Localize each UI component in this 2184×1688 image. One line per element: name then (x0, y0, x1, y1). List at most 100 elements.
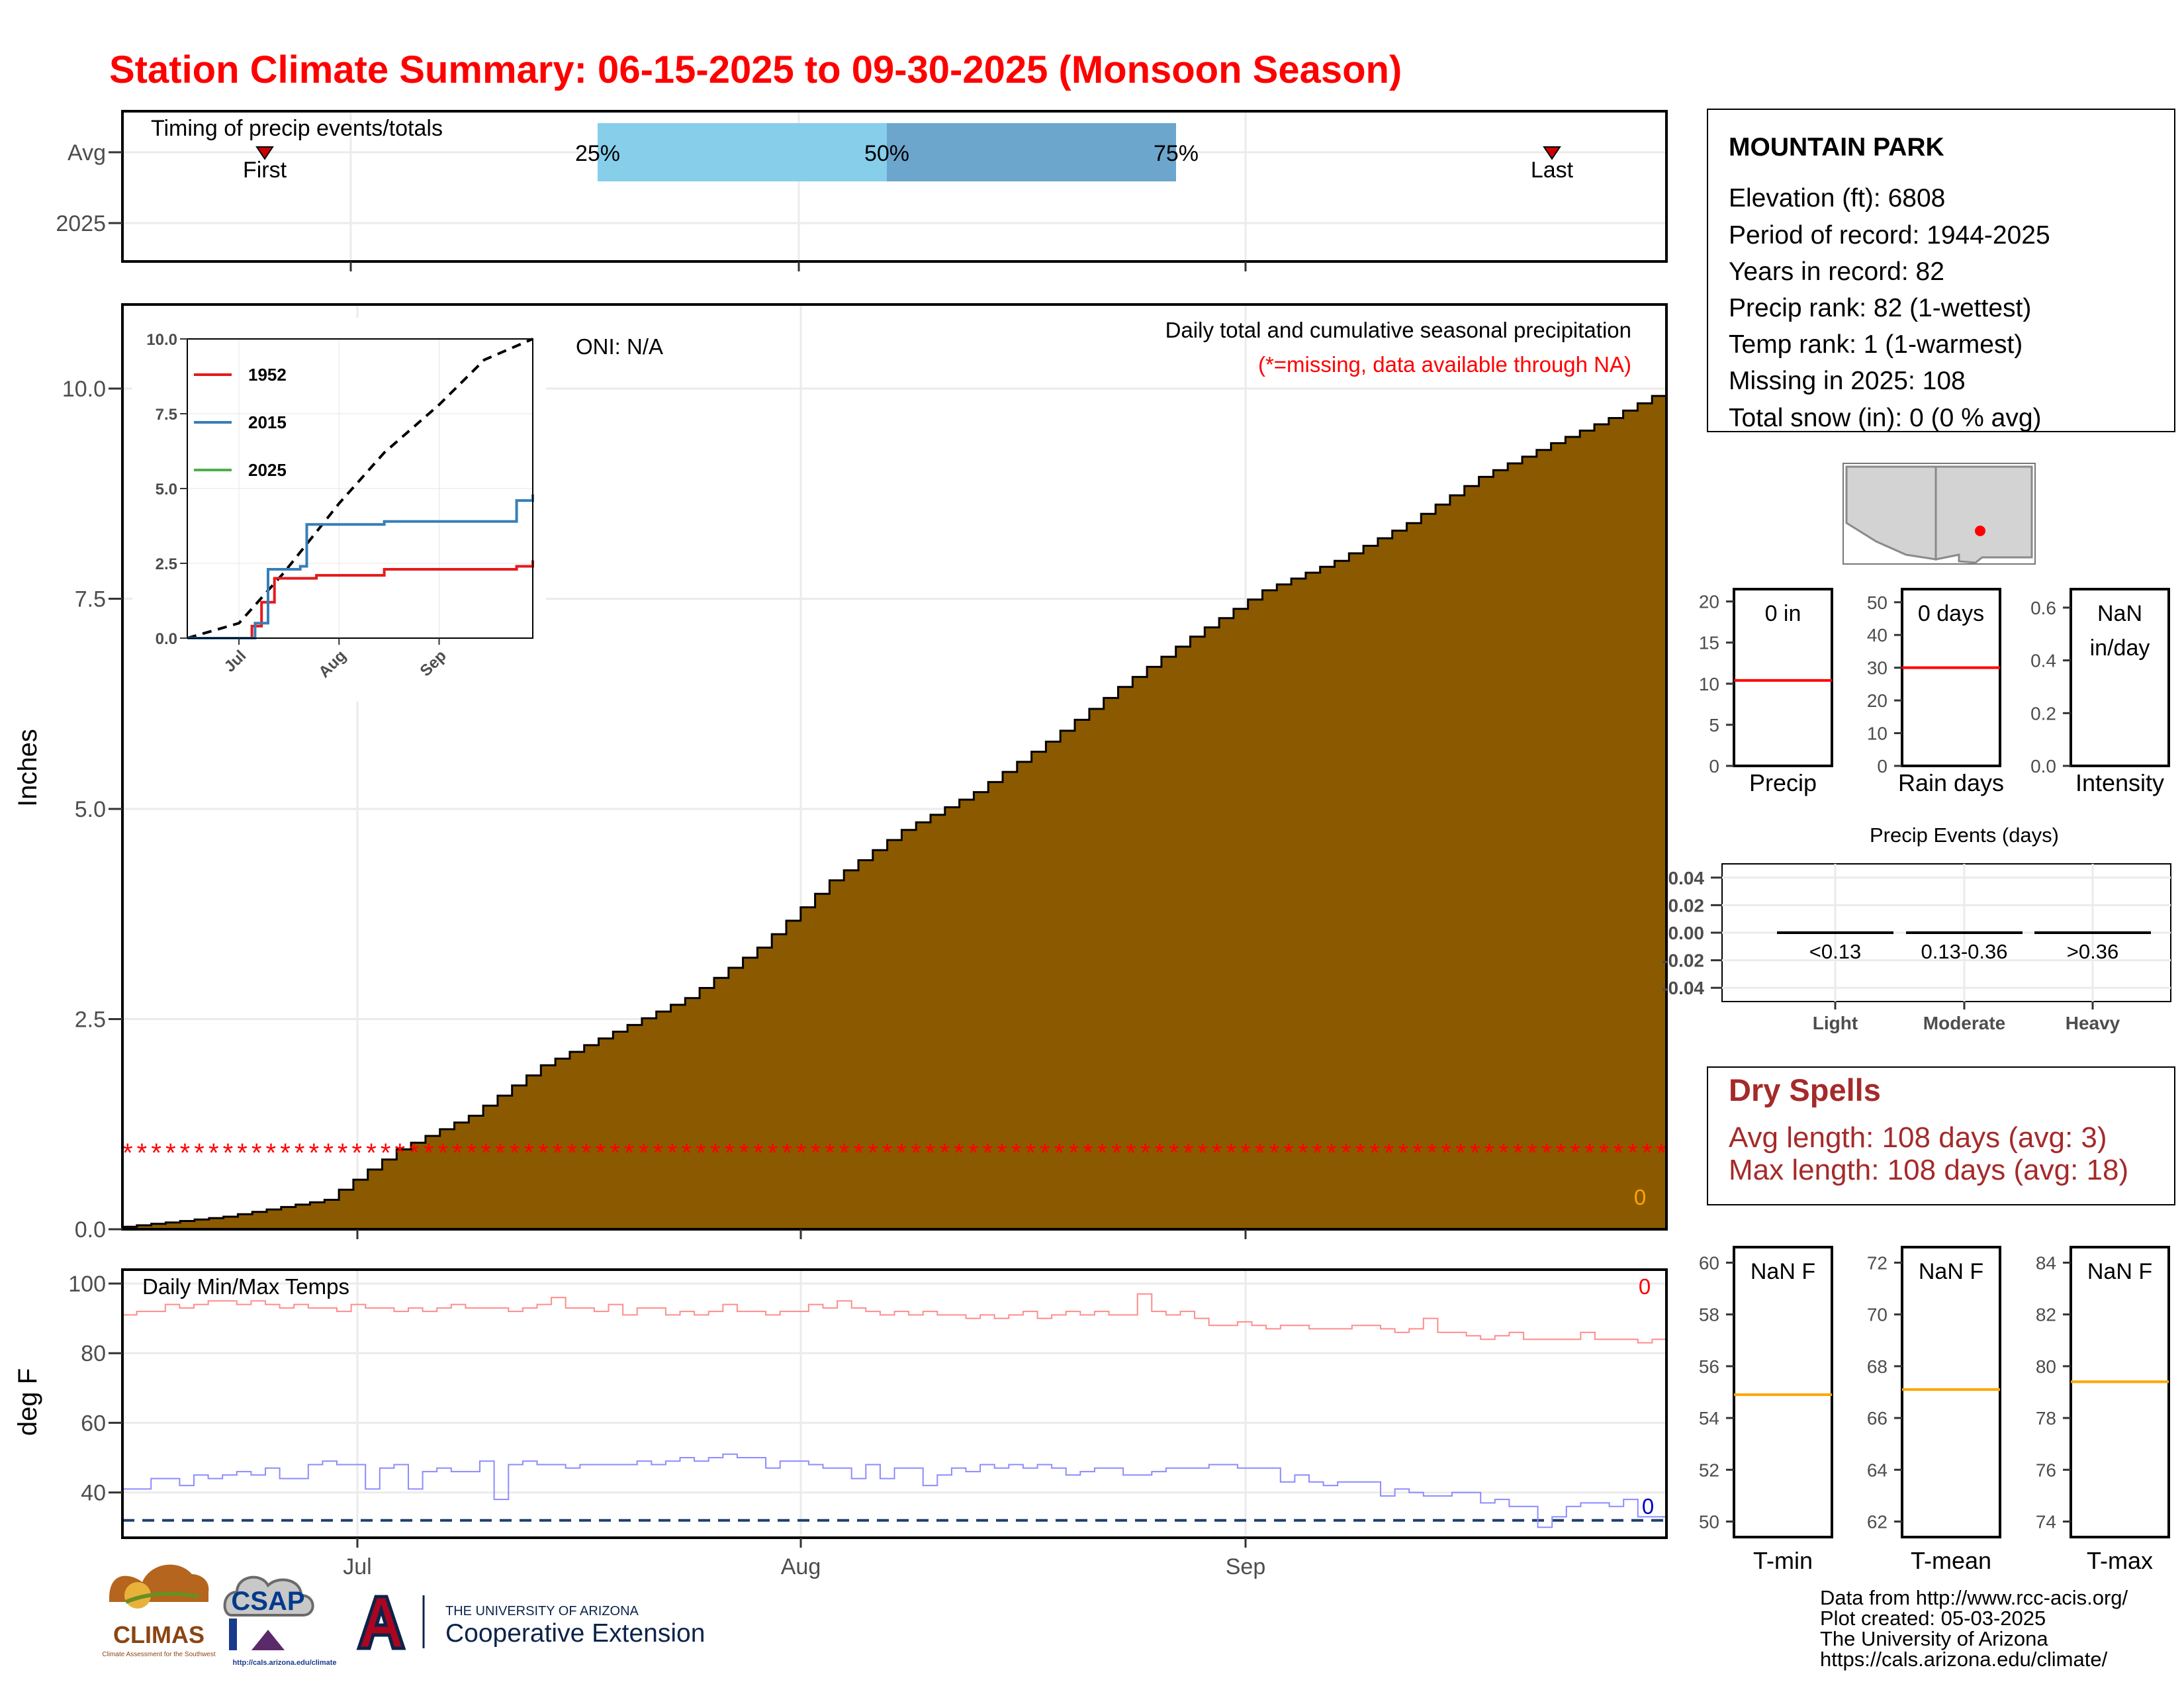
precip-y-tick-1: 2.5 (75, 1008, 106, 1033)
precip-summary-tick-2-1: 0.2 (2030, 703, 2056, 724)
inset-2015-line (187, 494, 534, 639)
temp-y-tick-3: 100 (68, 1272, 106, 1297)
csap-logo: CSAP http://cals.arizona.edu/climate (223, 1575, 337, 1667)
dry-spells-max: Max length: 108 days (avg: 18) (1729, 1154, 2128, 1186)
inset-legend: 1952 2015 2025 (194, 365, 287, 480)
ua-line2: Cooperative Extension (445, 1619, 705, 1648)
precip-summary-tick-0-3: 15 (1699, 633, 1719, 653)
credit-line-3: The University of Arizona (1820, 1627, 2048, 1650)
cumulative-precip-area (121, 389, 1668, 1231)
temp-y-label: deg F (13, 1368, 42, 1436)
last-marker (1543, 146, 1561, 160)
precip-summary-tick-0-1: 5 (1709, 715, 1719, 735)
university-arizona-logo: THE UNIVERSITY OF ARIZONA Cooperative Ex… (356, 1595, 705, 1650)
events-range-2: >0.36 (2067, 940, 2118, 963)
precip-y-tick-0: 0.0 (75, 1217, 106, 1243)
credit-line-1: Data from http://www.rcc-acis.org/ (1820, 1586, 2128, 1609)
x-tick-1: Aug (781, 1554, 821, 1579)
csap-url: http://cals.arizona.edu/climate (232, 1659, 336, 1667)
precip-summary-tick-0-0: 0 (1709, 756, 1719, 776)
temp-summary-tick-1-0: 62 (1867, 1512, 1888, 1532)
oni-label: ONI: N/A (576, 334, 663, 359)
temp-y-tick-0: 40 (81, 1481, 106, 1506)
ua-line1: THE UNIVERSITY OF ARIZONA (445, 1604, 639, 1618)
temp-panel-label: Daily Min/Max Temps (142, 1274, 349, 1299)
timing-row-2025: 2025 (56, 211, 106, 236)
q50-75-bar (887, 123, 1176, 181)
temp-summary-tick-0-3: 56 (1699, 1356, 1719, 1377)
precip-summary-value-1: 0 days (1918, 601, 1984, 626)
temp-summary-tick-2-2: 78 (2036, 1408, 2056, 1429)
q25-50-bar (598, 123, 887, 181)
inset-y-tick-1: 2.5 (156, 555, 177, 573)
temp-summary-tick-1-3: 68 (1867, 1356, 1888, 1377)
tmin-count: 0 (1642, 1494, 1654, 1519)
temp-summary-panel-1: 62 64 66 68 70 72 NaN F T-mean (1867, 1246, 2001, 1574)
precip-summary-tick-1-5: 50 (1867, 592, 1888, 613)
precip-summary-value-0: 0 in (1765, 601, 1801, 626)
events-range-1: 0.13-0.36 (1921, 940, 2008, 963)
precip-summary-tick-0-2: 10 (1699, 674, 1719, 694)
temp-summary-tick-2-4: 82 (2036, 1305, 2056, 1325)
events-category-2: Heavy (2066, 1013, 2120, 1033)
temp-summary-label-2: T-max (2087, 1547, 2153, 1574)
station-name: MOUNTAIN PARK (1729, 133, 1944, 162)
precip-summary-tick-1-3: 30 (1867, 658, 1888, 679)
last-label: Last (1531, 158, 1574, 183)
temp-y-tick-1: 60 (81, 1411, 106, 1436)
events-y-tick-0: -0.04 (1662, 978, 1704, 998)
x-tick-2: Sep (1226, 1554, 1266, 1579)
temp-summary-tick-0-4: 58 (1699, 1305, 1719, 1325)
temp-summary-tick-0-0: 50 (1699, 1512, 1719, 1532)
events-range-0: <0.13 (1809, 940, 1861, 963)
precip-summary-label-1: Rain days (1898, 769, 2004, 796)
temp-summary-tick-2-5: 84 (2036, 1252, 2056, 1273)
legend-2025: 2025 (248, 460, 287, 480)
first-marker (255, 146, 274, 160)
events-y-tick-4: 0.04 (1668, 868, 1705, 888)
inset-y-tick-3: 7.5 (156, 406, 177, 424)
legend-1952: 1952 (248, 365, 287, 385)
precip-y-label: Inches (13, 729, 42, 807)
station-elevation: Elevation (ft): 6808 (1729, 184, 1945, 212)
credit-line-4: https://cals.arizona.edu/climate/ (1820, 1648, 2108, 1671)
precip-summary-value-2: in/day (2090, 635, 2150, 661)
station-location-marker (1975, 526, 1985, 536)
precip-summary-tick-2-2: 0.4 (2030, 651, 2056, 671)
dry-spells-title: Dry Spells (1729, 1072, 1881, 1107)
events-y-tick-1: -0.02 (1662, 951, 1704, 971)
credits: Data from http://www.rcc-acis.org/ Plot … (1820, 1586, 2128, 1671)
precip-summary-tick-1-0: 0 (1877, 756, 1888, 776)
temp-summary-tick-2-0: 74 (2036, 1512, 2056, 1532)
temp-summary-tick-2-1: 76 (2036, 1460, 2056, 1480)
q25-label: 25% (575, 141, 620, 166)
station-missing: Missing in 2025: 108 (1729, 367, 1966, 395)
station-precip-rank: Precip rank: 82 (1-wettest) (1729, 294, 2031, 322)
precip-y-tick-3: 7.5 (75, 587, 106, 612)
timing-row-avg: Avg (68, 140, 106, 165)
temp-summary-value-1: NaN F (1919, 1259, 1983, 1284)
temp-summary-value-2: NaN F (2087, 1259, 2152, 1284)
precip-summary-tick-1-4: 40 (1867, 625, 1888, 645)
station-years: Years in record: 82 (1729, 258, 1944, 286)
temp-summary-tick-1-5: 72 (1867, 1252, 1888, 1273)
precip-summary-panel-2: 0.0 0.2 0.4 0.6 NaN in/day Intensity (2030, 588, 2170, 796)
station-temp-rank: Temp rank: 1 (1-warmest) (1729, 330, 2023, 359)
precip-summary-panels: 0 5 10 15 20 0 in Precip 0 10 20 30 40 50 0 days Rain … (1699, 588, 2170, 796)
precip-summary-tick-1-1: 10 (1867, 724, 1888, 744)
precip-summary-label-0: Precip (1749, 769, 1817, 796)
inset-average-line (187, 338, 533, 639)
climas-text: CLIMAS (113, 1621, 205, 1648)
inset-chart: 0.02.55.07.510.0 Jul Aug Sep 1952 2015 202… (132, 318, 546, 702)
timing-label: Timing of precip events/totals (151, 116, 443, 141)
temp-y-tick-2: 80 (81, 1341, 106, 1366)
precip-summary-tick-2-0: 0.0 (2030, 756, 2056, 776)
temp-summary-tick-0-1: 52 (1699, 1460, 1719, 1480)
temp-summary-label-0: T-min (1753, 1547, 1813, 1574)
climas-logo: CLIMAS Climate Assessment for the Southw… (102, 1564, 216, 1658)
precip-summary-label-2: Intensity (2075, 769, 2164, 796)
tmax-count: 0 (1639, 1274, 1651, 1299)
dry-spells-box: Dry Spells Avg length: 108 days (avg: 3)… (1707, 1066, 2175, 1205)
temp-summary-panel-0: 50 52 54 56 58 60 NaN F T-min (1699, 1246, 1833, 1574)
